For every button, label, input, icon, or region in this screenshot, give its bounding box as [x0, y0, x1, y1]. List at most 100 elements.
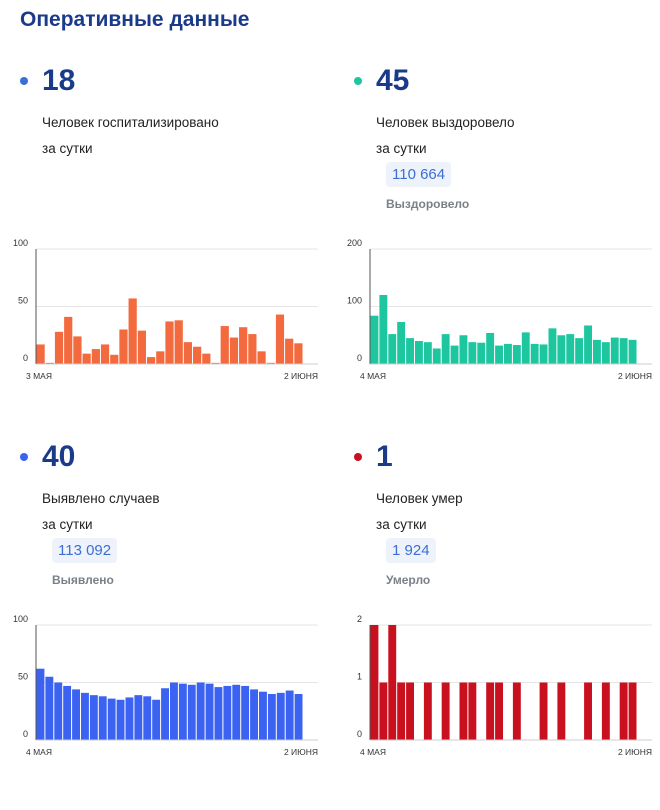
- bar: [54, 331, 64, 364]
- chart-recovered: 0 100 200 4 МАЯ 2 ИЮНЯ: [347, 238, 652, 381]
- bar: [512, 682, 521, 740]
- bar: [388, 334, 397, 364]
- bar: [64, 316, 73, 364]
- bar: [530, 343, 539, 364]
- bar: [539, 682, 548, 740]
- bar: [137, 330, 146, 364]
- total-badge: 110 664: [386, 162, 452, 187]
- bar: [628, 682, 637, 740]
- bar: [266, 362, 275, 364]
- x-tick-label: 2 ИЮНЯ: [618, 747, 652, 757]
- bar: [248, 334, 257, 364]
- bar: [81, 692, 89, 740]
- total-label: Умерло: [386, 573, 431, 587]
- bar: [232, 684, 241, 740]
- bar: [220, 326, 229, 364]
- bar: [125, 697, 134, 740]
- bar: [128, 298, 137, 364]
- bar: [285, 690, 294, 740]
- bar: [495, 345, 503, 364]
- total-label: Выявлено: [52, 573, 114, 587]
- bar: [566, 334, 575, 364]
- panel-deaths: 1 Человек умер за сутки 1 924 Умерло 0 1 2 4…: [352, 440, 660, 810]
- bar: [459, 335, 468, 364]
- bar: [575, 338, 584, 364]
- bar: [619, 682, 628, 740]
- bar: [388, 625, 397, 740]
- bar: [241, 685, 250, 740]
- bar: [54, 682, 63, 740]
- bar: [432, 348, 441, 364]
- panel-recovered: 45 Человек выздоровело за сутки 110 664 В…: [347, 64, 660, 434]
- bar: [379, 295, 388, 364]
- bar: [495, 682, 503, 740]
- x-tick-label: 2 ИЮНЯ: [284, 371, 318, 381]
- bar: [539, 344, 548, 364]
- y-tick-label: 50: [18, 672, 28, 682]
- bullet-dot: [20, 77, 28, 85]
- bar: [110, 354, 119, 364]
- bar: [165, 321, 174, 364]
- bar: [294, 343, 303, 364]
- bar: [610, 337, 619, 364]
- bar: [441, 682, 450, 740]
- bar: [370, 625, 379, 740]
- y-tick-label: 0: [357, 729, 362, 739]
- bar: [45, 676, 54, 740]
- bar: [267, 694, 276, 740]
- bar: [91, 349, 100, 364]
- bar: [36, 668, 45, 740]
- bar: [146, 357, 156, 364]
- bar: [152, 699, 161, 740]
- y-tick-label: 0: [23, 729, 28, 739]
- y-tick-label: 0: [357, 353, 362, 363]
- bar: [423, 682, 432, 740]
- bar: [584, 682, 592, 740]
- bar: [468, 682, 477, 740]
- bar: [161, 688, 169, 740]
- x-tick-label: 2 ИЮНЯ: [284, 747, 318, 757]
- bar: [477, 342, 486, 364]
- y-tick-label: 50: [18, 296, 28, 306]
- metric-value: 1: [376, 440, 393, 473]
- y-tick-label: 100: [13, 614, 28, 624]
- y-tick-label: 1: [357, 672, 362, 682]
- bar: [548, 328, 557, 364]
- bar: [619, 338, 628, 364]
- bar: [512, 345, 521, 364]
- x-tick-label: 4 МАЯ: [26, 747, 52, 757]
- bar: [441, 334, 450, 364]
- x-tick-label: 4 МАЯ: [360, 747, 386, 757]
- chart-deaths: 0 1 2 4 МАЯ 2 ИЮНЯ: [357, 614, 652, 757]
- bar: [205, 683, 214, 740]
- bar: [584, 325, 592, 364]
- x-tick-label: 2 ИЮНЯ: [618, 371, 652, 381]
- bar: [257, 351, 266, 364]
- bar: [557, 335, 566, 364]
- page-title: Оперативные данные: [20, 8, 250, 31]
- bar: [593, 339, 601, 364]
- bar: [89, 695, 98, 740]
- bar: [468, 342, 477, 364]
- bar: [178, 683, 187, 740]
- bar: [211, 362, 220, 364]
- bar: [72, 689, 80, 740]
- total-label: Выздоровело: [386, 197, 470, 211]
- panel-detected: 40 Выявлено случаев за сутки 113 092 Выяв…: [13, 440, 328, 810]
- bar: [134, 695, 143, 740]
- bullet-dot: [20, 453, 28, 461]
- bar: [100, 344, 110, 364]
- bar: [143, 696, 152, 740]
- bar: [294, 694, 303, 740]
- bar: [174, 320, 183, 364]
- y-tick-label: 100: [13, 238, 28, 248]
- bar: [275, 314, 285, 364]
- bar: [459, 682, 468, 740]
- metric-value: 45: [376, 64, 410, 97]
- bar: [601, 342, 610, 364]
- bar: [63, 685, 72, 740]
- bar: [107, 698, 116, 740]
- y-tick-label: 2: [357, 614, 362, 624]
- bar: [73, 336, 82, 364]
- bar: [486, 332, 495, 364]
